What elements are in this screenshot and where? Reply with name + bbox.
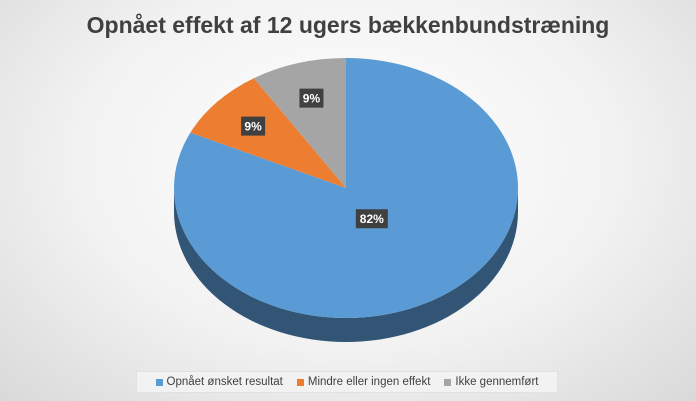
legend-item-less-effect: Mindre eller ingen effekt (296, 376, 431, 388)
data-label-achieved: 82% (355, 209, 388, 229)
legend-label-less-effect: Mindre eller ingen effekt (307, 376, 431, 388)
legend: Opnået ønsket resultat Mindre eller inge… (136, 371, 558, 393)
data-label-less-effect: 9% (241, 116, 266, 136)
legend-swatch-not-completed (444, 378, 452, 386)
chart-title: Opnået effekt af 12 ugers bækkenbundstræ… (86, 12, 610, 38)
legend-swatch-less-effect (296, 378, 304, 386)
data-label-box-not-completed (299, 88, 324, 108)
legend-item-achieved: Opnået ønsket resultat (155, 376, 283, 388)
data-label-text-less-effect: 9% (244, 120, 262, 134)
data-label-box-less-effect (241, 116, 266, 136)
legend-swatch-achieved (155, 378, 163, 386)
legend-label-not-completed: Ikke gennemført (455, 376, 539, 388)
data-label-text-not-completed: 9% (303, 92, 321, 106)
legend-item-not-completed: Ikke gennemført (444, 376, 538, 388)
pie-side-walls (174, 188, 518, 342)
pie-slice-achieved (174, 58, 519, 318)
legend-label-achieved: Opnået ønsket resultat (166, 376, 283, 388)
pie-side-achieved (174, 188, 518, 342)
data-label-text-achieved: 82% (360, 212, 384, 226)
data-label-not-completed: 9% (299, 88, 324, 108)
pie-slice-less-effect (190, 78, 346, 188)
data-label-box-achieved (355, 209, 388, 229)
